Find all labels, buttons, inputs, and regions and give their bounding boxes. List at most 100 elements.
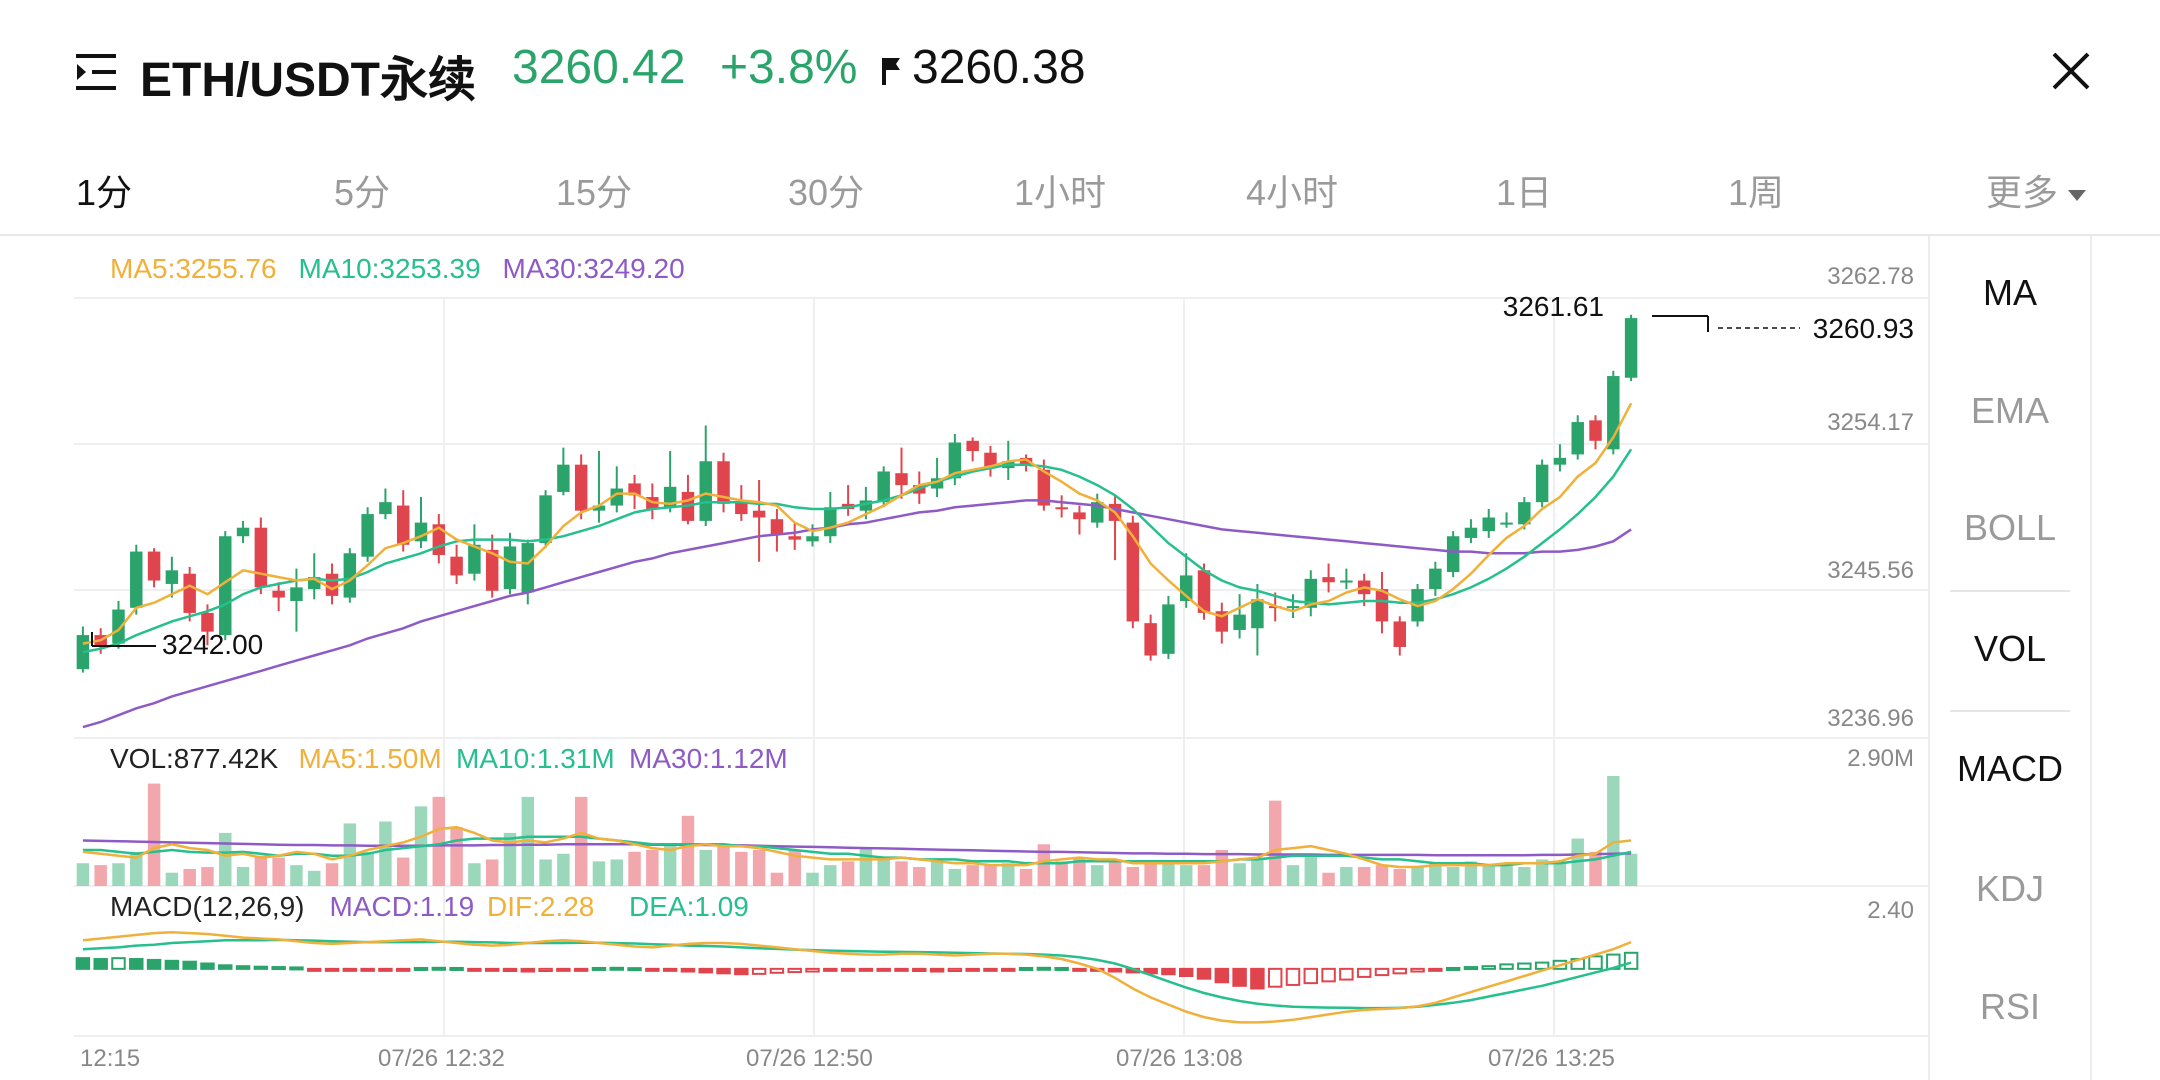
candle-body: [1482, 517, 1495, 532]
candle-body: [948, 442, 962, 479]
volume-bar: [379, 821, 392, 886]
volume-bar: [681, 815, 695, 886]
tab-1day[interactable]: 1日: [1496, 172, 1553, 213]
volume-bar: [930, 861, 944, 886]
macd-bar: [1623, 951, 1639, 970]
candle-body: [503, 546, 517, 590]
indicator-boll[interactable]: BOLL: [1963, 507, 2057, 548]
macd-bar: [1054, 966, 1069, 971]
macd-legend-item: MACD(12,26,9): [110, 891, 305, 922]
candle-body: [1019, 457, 1033, 465]
high-price-label: 3261.61: [1503, 291, 1604, 322]
candle-body: [147, 551, 161, 581]
macd-bar: [467, 967, 482, 972]
volume-bar: [1073, 857, 1086, 886]
candle-body: [1518, 502, 1531, 525]
vol-legend-item: MA5:1.50M: [299, 743, 442, 774]
tab-30min[interactable]: 30分: [788, 172, 865, 213]
candle-body: [1233, 614, 1246, 630]
vol-ma30-line: [82, 839, 1632, 857]
tab-1min[interactable]: 1分: [76, 172, 133, 213]
macd-bar: [1143, 967, 1158, 975]
volume-bar: [201, 867, 214, 886]
macd-bar: [129, 958, 144, 970]
indicator-ema[interactable]: EMA: [1970, 390, 2049, 431]
candle-body: [325, 573, 339, 596]
macd-bar: [1392, 967, 1407, 975]
indicator-ma[interactable]: MA: [1983, 272, 2037, 313]
time-axis-label: 07/26 12:32: [378, 1045, 505, 1072]
volume-bar: [1019, 868, 1033, 886]
macd-bar: [662, 967, 678, 972]
tab-5min[interactable]: 5分: [334, 172, 391, 213]
chevron-down-icon: [2068, 189, 2087, 201]
volume-bar: [1624, 853, 1638, 886]
vol-legend-item: VOL:877.42K: [110, 743, 278, 774]
candle-body: [1073, 512, 1086, 520]
mark-price: 3260.38: [912, 41, 1086, 94]
tab-more[interactable]: 更多: [1986, 164, 2087, 216]
indicator-macd[interactable]: MACD: [1957, 748, 2063, 789]
volume-bar: [290, 865, 303, 886]
tab-1hour[interactable]: 1小时: [1014, 172, 1107, 213]
close-icon[interactable]: [2050, 50, 2092, 92]
volume-bar: [1179, 865, 1193, 886]
flag-icon: [882, 58, 900, 85]
macd-bar: [253, 965, 269, 970]
volume-bar: [1553, 861, 1567, 886]
macd-bar: [1161, 967, 1176, 976]
tab-1week[interactable]: 1周: [1728, 172, 1785, 213]
macd-bar: [93, 958, 108, 970]
macd-bar: [360, 967, 375, 972]
tab-4hour[interactable]: 4小时: [1246, 172, 1339, 213]
macd-bar: [111, 957, 126, 970]
volume-bar: [1429, 863, 1442, 886]
volume-bar: [717, 846, 730, 886]
pair-title[interactable]: ETH/USDT永续: [140, 54, 477, 107]
volume-bar: [1500, 863, 1513, 886]
candle-body: [1055, 507, 1068, 510]
macd-bar: [1410, 967, 1425, 973]
volume-bar: [1233, 863, 1246, 886]
macd-bar: [609, 966, 624, 971]
tab-15min[interactable]: 15分: [556, 172, 633, 213]
macd-bar: [627, 967, 642, 972]
macd-bar: [840, 967, 856, 972]
indicator-kdj[interactable]: KDJ: [1975, 868, 2044, 909]
candle-body: [201, 612, 214, 632]
macd-bar: [894, 967, 909, 972]
volume-bar: [1411, 867, 1424, 886]
volume-bar: [1482, 865, 1495, 886]
volume-bar: [112, 863, 125, 886]
macd-legend-item: MACD:1.19: [330, 891, 475, 922]
indicator-rsi[interactable]: RSI: [1979, 986, 2040, 1027]
candle-body: [1393, 621, 1406, 648]
macd-bar: [1517, 962, 1532, 970]
macd-bar: [1339, 967, 1354, 981]
indicator-vol[interactable]: VOL: [1973, 628, 2047, 669]
volume-bar: [183, 868, 196, 886]
macd-bar: [307, 967, 322, 972]
candle-body: [343, 553, 357, 598]
macd-bar: [1214, 967, 1230, 984]
macd-bar: [591, 966, 607, 971]
candle-body: [1304, 578, 1318, 608]
macd-bar: [823, 967, 838, 972]
price-axis-label: 3236.96: [1827, 705, 1914, 732]
candle-body: [272, 590, 285, 598]
macd-bar: [1196, 967, 1212, 980]
menu-icon[interactable]: [74, 52, 120, 92]
candle-body: [361, 514, 374, 557]
macd-bar: [1001, 967, 1016, 972]
macd-bar: [805, 967, 820, 973]
kline-chart[interactable]: MA5:3255.76 MA10:3253.39 MA30:3249.20 3262.…: [0, 236, 1930, 1080]
volume-bar: [1286, 865, 1300, 886]
candle-body: [1037, 469, 1051, 506]
candle-body: [450, 556, 463, 576]
candle-body: [859, 500, 873, 511]
vol-legend-item: MA30:1.12M: [629, 743, 788, 774]
candle-body: [468, 544, 481, 574]
macd-bar: [1250, 967, 1265, 990]
candle-body: [308, 577, 321, 590]
macd-bar: [395, 967, 411, 972]
